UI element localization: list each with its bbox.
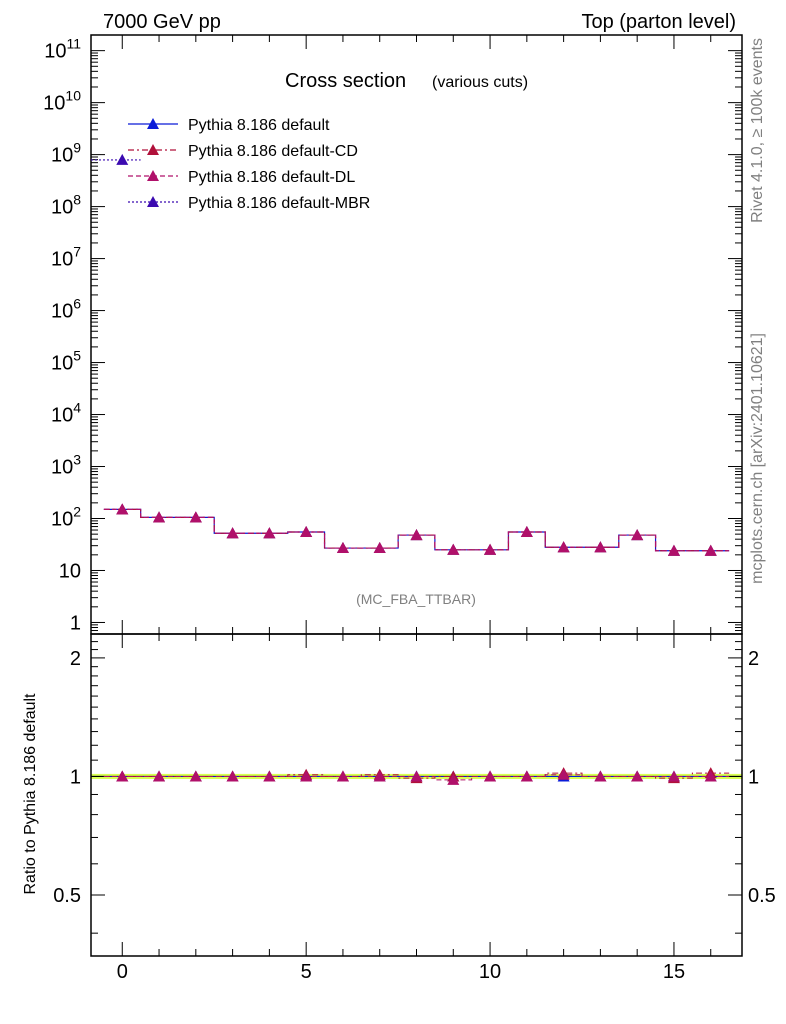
y-tick-label: 104 xyxy=(51,400,81,427)
data-point xyxy=(557,541,570,553)
data-point xyxy=(484,543,497,555)
ratio-panel: 0 5 10 15 0.5 0.5 1 1 2 2 xyxy=(53,633,776,983)
chart-subtitle: (various cuts) xyxy=(432,74,528,91)
chart-title: Cross section xyxy=(285,70,406,92)
header-left: 7000 GeV pp xyxy=(103,11,221,33)
data-point xyxy=(300,525,313,537)
ratio-point xyxy=(410,770,423,782)
ratio-point xyxy=(631,770,644,782)
ratio-point xyxy=(667,770,680,782)
y-tick-label: 103 xyxy=(51,452,81,479)
legend-label: Pythia 8.186 default xyxy=(188,117,330,134)
legend-marker xyxy=(147,144,159,155)
data-point xyxy=(263,527,276,539)
y-tick-label: 106 xyxy=(51,296,81,323)
data-point xyxy=(447,543,460,555)
ratio-point xyxy=(704,770,717,782)
legend-label: Pythia 8.186 default-CD xyxy=(188,143,358,160)
ratio-point xyxy=(594,770,607,782)
ratio-point xyxy=(263,770,276,782)
y-tick-label: 108 xyxy=(51,192,81,219)
legend-label: Pythia 8.186 default-DL xyxy=(188,169,355,186)
x-tick-label: 15 xyxy=(663,961,685,983)
x-tick-label: 0 xyxy=(117,961,128,983)
main-panel: 1 10 102 103 104 105 106 107 108 109 1010 1011 xyxy=(43,34,743,635)
data-point xyxy=(373,542,386,554)
ratio-y-tick-label-right: 1 xyxy=(748,766,759,788)
side-label-rivet: Rivet 4.1.0, ≥ 100k events xyxy=(749,38,766,223)
ratio-y-axis-label: Ratio to Pythia 8.186 default xyxy=(22,693,39,895)
ratio-y-tick-label-right: 2 xyxy=(748,648,759,670)
ratio-point xyxy=(153,770,166,782)
data-point xyxy=(520,525,533,537)
data-point xyxy=(704,544,717,556)
ratio-point xyxy=(447,773,460,785)
data-point xyxy=(410,529,423,541)
ratio-point xyxy=(116,770,129,782)
data-point xyxy=(594,541,607,553)
ratio-panel-frame xyxy=(90,633,743,957)
y-tick-label: 10 xyxy=(59,560,81,582)
y-tick-label: 1010 xyxy=(43,88,81,115)
ratio-point xyxy=(336,770,349,782)
y-tick-label: 102 xyxy=(51,504,81,531)
y-tick-label: 109 xyxy=(51,140,81,167)
legend-marker xyxy=(147,170,159,181)
ratio-y-tick-label: 2 xyxy=(70,648,81,670)
ratio-point xyxy=(484,770,497,782)
legend-marker xyxy=(147,118,159,129)
data-point xyxy=(116,503,129,515)
x-tick-label: 10 xyxy=(479,961,501,983)
y-tick-label: 107 xyxy=(51,244,81,271)
header-right: Top (parton level) xyxy=(581,11,736,33)
ratio-y-tick-label-right: 0.5 xyxy=(748,885,776,907)
data-point xyxy=(226,527,239,539)
data-point xyxy=(631,529,644,541)
side-label-mcplots: mcplots.cern.ch [arXiv:2401.10621] xyxy=(749,333,766,584)
legend-marker xyxy=(147,196,159,207)
y-tick-label: 105 xyxy=(51,348,81,375)
data-point xyxy=(153,511,166,523)
ratio-point xyxy=(557,768,570,780)
data-point xyxy=(116,153,129,165)
ratio-point xyxy=(373,770,386,782)
analysis-watermark: (MC_FBA_TTBAR) xyxy=(356,591,476,607)
ratio-point xyxy=(189,770,202,782)
x-tick-label: 5 xyxy=(301,961,312,983)
y-tick-label: 1011 xyxy=(44,36,81,63)
ratio-y-tick-label: 0.5 xyxy=(53,885,81,907)
data-point xyxy=(667,544,680,556)
y-tick-label: 1 xyxy=(70,612,81,634)
legend-label: Pythia 8.186 default-MBR xyxy=(188,195,370,212)
ratio-y-tick-label: 1 xyxy=(70,766,81,788)
ratio-point xyxy=(226,770,239,782)
legend: Pythia 8.186 default Pythia 8.186 default… xyxy=(128,117,370,212)
data-point xyxy=(336,542,349,554)
data-point xyxy=(189,511,202,523)
ratio-point xyxy=(520,770,533,782)
ratio-point xyxy=(300,770,313,782)
